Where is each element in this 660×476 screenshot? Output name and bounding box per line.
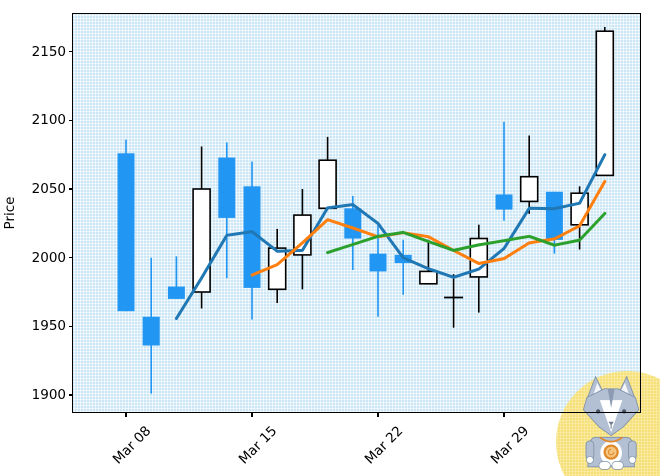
wolf-nose xyxy=(608,421,614,426)
y-tick-mark xyxy=(69,325,73,328)
x-tick-mark xyxy=(377,412,379,417)
x-tick-label: Mar 08 xyxy=(109,423,155,468)
wolf-body xyxy=(585,436,637,470)
wolf-head xyxy=(582,388,640,437)
y-tick-mark xyxy=(69,51,73,53)
wolf-eye-left xyxy=(596,409,601,414)
price-chart-canvas xyxy=(117,27,615,394)
wolf-mascot-icon xyxy=(582,375,640,470)
y-tick-label: 2000 xyxy=(31,249,66,266)
y-tick-label: 1900 xyxy=(31,386,66,403)
y-tick-label: 2100 xyxy=(31,112,66,129)
wolf-medallion xyxy=(603,444,619,460)
y-tick-label: 2050 xyxy=(31,181,66,198)
y-tick-label: 1950 xyxy=(31,318,66,335)
mascot-badge xyxy=(556,371,660,476)
plot-area xyxy=(73,14,640,412)
wolf-collar xyxy=(599,436,623,443)
y-tick-mark xyxy=(69,119,73,122)
x-tick-mark xyxy=(125,412,127,417)
x-tick-label: Mar 15 xyxy=(235,423,281,468)
y-tick-mark xyxy=(69,256,73,259)
y-tick-mark xyxy=(69,188,73,190)
x-tick-mark xyxy=(251,412,253,417)
x-tick-label: Mar 22 xyxy=(361,423,407,468)
x-tick-mark xyxy=(503,412,505,417)
y-tick-mark xyxy=(69,394,73,396)
wolf-eye-right xyxy=(622,409,627,414)
x-tick-label: Mar 29 xyxy=(487,423,533,468)
y-tick-label: 2150 xyxy=(31,43,66,60)
